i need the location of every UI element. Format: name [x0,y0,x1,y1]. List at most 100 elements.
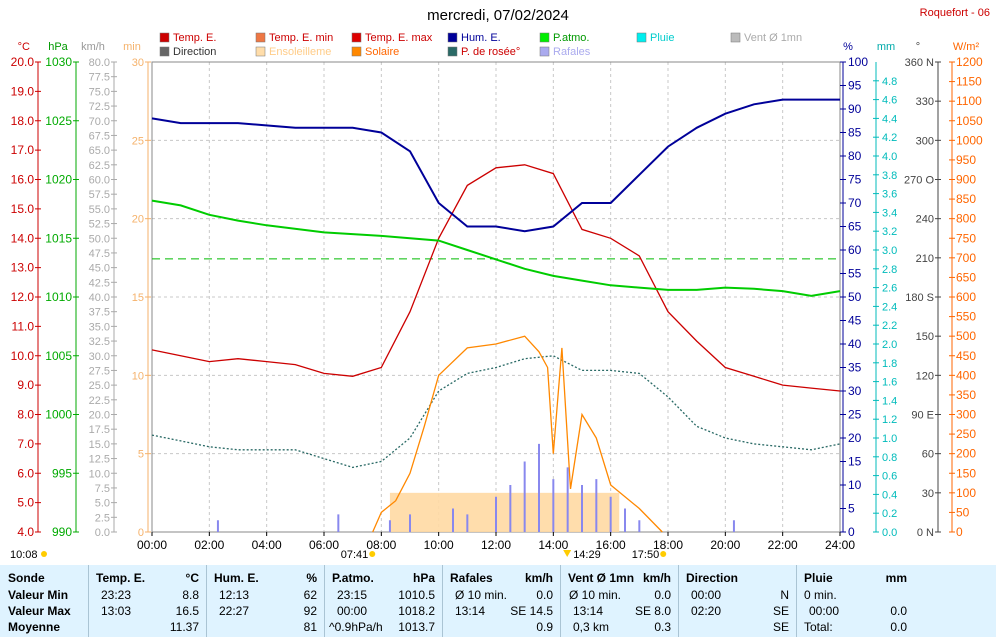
wind-max-time: 13:14 [573,604,604,618]
chart-legend: Temp. E. Temp. E. min Temp. E. max Hum. E. P… [159,32,802,58]
humidity-axis-label: 30 [848,384,862,398]
solar-axis-label: 700 [956,251,976,265]
legend-swatch [159,32,170,43]
press-min-value: 1010.5 [398,588,435,602]
humidity-axis-label: 55 [848,267,862,281]
unit-direction: ° [916,41,920,53]
press-trend: ^0.9hPa/h [329,620,383,634]
humidity-axis-label: 20 [848,431,862,445]
hum-min-time: 12:13 [219,588,250,602]
wind-max-value: SE 8.0 [634,604,671,618]
pressure-axis-label: 1005 [45,349,72,363]
rain-axis-label: 1.4 [882,395,897,407]
minutes-axis-label: 20 [132,214,144,226]
legend-swatch [539,32,550,43]
wind-axis-label: 75.0 [89,86,110,98]
legend-swatch [447,46,458,57]
humidity-axis-label: 60 [848,243,862,257]
press-avg-value: 1013.7 [398,620,435,634]
humidity-axis-label: 0 [848,525,855,539]
rain-axis-label: 2.8 [882,264,897,276]
wind-axis-label: 5.0 [95,498,110,510]
rain-axis-label: 2.2 [882,320,897,332]
humidity-axis-label: 65 [848,220,862,234]
summary-table: Sonde Valeur Min Valeur Max Moyenne Temp… [0,565,996,637]
direction-axis-label: 330 [916,96,934,108]
humidity-axis-label: 35 [848,361,862,375]
wind-axis-label: 20.0 [89,410,110,422]
x-tick-label: 00:00 [137,538,167,552]
dir-min-time: 00:00 [691,588,722,602]
x-tick-label: 24:00 [825,538,855,552]
rain-axis-label: 0.0 [882,527,897,539]
x-tick-label: 14:00 [538,538,568,552]
solar-axis-label: 450 [956,349,976,363]
row-max-label: Valeur Max [8,604,71,618]
legend-label: Vent Ø 1mn [744,32,802,44]
wind-axis-label: 12.5 [89,454,110,466]
sunshine-bar [389,492,620,532]
direction-axis-label: 300 [916,135,934,147]
temp-min-value: 8.8 [182,588,199,602]
wind-axis-label: 7.5 [95,483,110,495]
legend-label: Temp. E. max [365,32,433,44]
wind-axis-label: 10.0 [89,468,110,480]
wind-unit: km/h [642,571,671,585]
hum-head: Hum. E. [214,571,259,585]
legend-label: Solaire [365,46,399,58]
unit-humidity: % [843,41,853,53]
table-col-hum: Hum. E. % 12:13 62 22:27 92 81 [206,565,325,637]
rain-max-time: 00:00 [809,604,840,618]
sunrise-label: 07:41 [341,549,369,561]
solar-noon-icon [563,550,572,557]
legend-swatch [351,46,362,57]
pressure-axis-label: 995 [52,466,72,480]
pressure-axis-label: 1000 [45,408,72,422]
rain-axis-label: 0.4 [882,489,897,501]
rain-axis-label: 1.8 [882,358,897,370]
legend-swatch [159,46,170,57]
table-col-direction: Direction 00:00 N 02:20 SE SE [678,565,797,637]
direction-axis-label: 240 [916,214,934,226]
direction-axis-label: 90 E [911,410,934,422]
hum-avg-value: 81 [303,620,317,634]
legend-swatch [255,46,266,57]
legend-swatch [255,32,266,43]
temp-max-time: 13:03 [101,604,132,618]
x-tick-label: 08:00 [366,538,396,552]
table-col-rain: Pluie mm 0 min. 00:00 0.0 Total: 0.0 [796,565,915,637]
legend-swatch [636,32,647,43]
minutes-axis-label: 25 [132,135,144,147]
wind-axis-label: 40.0 [89,292,110,304]
wind-axis-label: 27.5 [89,365,110,377]
dir-max-time: 02:20 [691,604,722,618]
chart-plot [151,98,841,533]
wind-axis-label: 47.5 [89,248,110,260]
solar-noon-label: 14:29 [573,549,601,561]
chart-title: mercredi, 07/02/2024 [427,7,569,24]
solar-axis-label: 500 [956,329,976,343]
wind-min-value: 0.0 [654,588,671,602]
direction-axis-label: 210 [916,253,934,265]
solar-axis-label: 850 [956,192,976,206]
temp-avg-value: 11.37 [169,620,199,634]
solar-axis-label: 750 [956,231,976,245]
humidity-axis-label: 45 [848,314,862,328]
rain-min-time: 0 min. [804,588,837,602]
rain-axis-label: 2.0 [882,339,897,351]
x-tick-label: 06:00 [309,538,339,552]
legend-label: Ensoleilleme [269,46,331,58]
weather-chart: mercredi, 07/02/2024 Roquefort - 06 Temp… [10,7,990,561]
row-min-label: Valeur Min [8,588,69,602]
rain-unit: mm [885,571,907,585]
press-max-time: 00:00 [337,604,368,618]
solar-axis-label: 1150 [956,75,982,89]
rain-axis-label: 0.8 [882,452,897,464]
wind-axis-label: 57.5 [89,189,110,201]
solar-axis-label: 1200 [956,55,983,69]
x-tick-label: 20:00 [710,538,740,552]
series-solaire [372,335,663,533]
wind-axis-label: 52.5 [89,219,110,231]
unit-temp: °C [18,41,30,53]
legend-swatch [730,32,741,43]
